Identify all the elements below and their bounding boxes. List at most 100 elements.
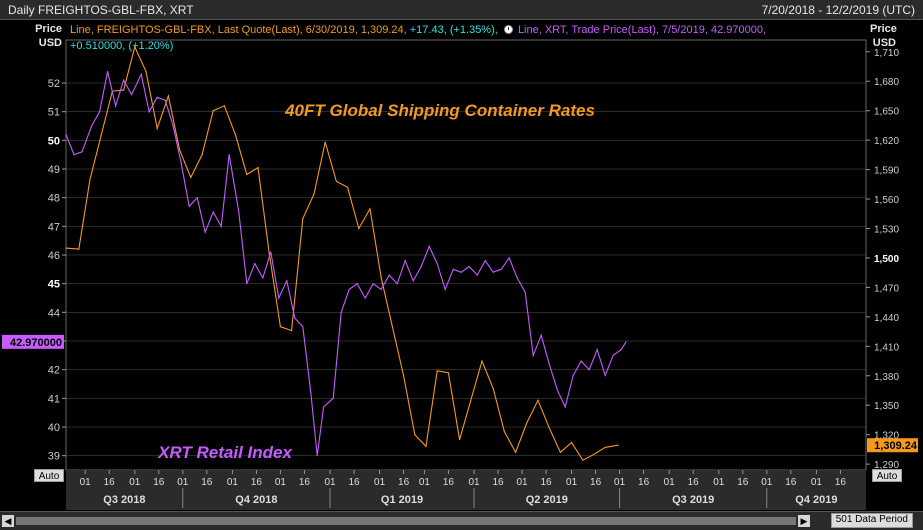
left-axis-head: Price USD [6, 22, 62, 50]
y-left-tick-label: 49 [48, 164, 60, 176]
data-point-xrt [172, 125, 174, 127]
y-left-tick-label: 39 [48, 451, 60, 463]
data-point-xrt [588, 369, 590, 371]
data-point-freightos-gbl-fbx [235, 134, 237, 136]
legend-xrt-text: Line, XRT, Trade Price(Last), 7/5/2019, … [517, 24, 767, 36]
data-point-xrt [302, 326, 304, 328]
data-point-xrt [492, 271, 494, 273]
data-point-freightos-gbl-fbx [100, 134, 102, 136]
data-point-xrt [316, 455, 318, 457]
x-tick-label: 01 [275, 477, 287, 488]
data-point-freightos-gbl-fbx [459, 438, 461, 441]
data-point-xrt [548, 363, 550, 365]
data-point-xrt [332, 397, 334, 399]
data-point-freightos-gbl-fbx [414, 434, 416, 436]
data-point-freightos-gbl-fbx [134, 46, 136, 48]
x-quarter-label: Q2 2019 [526, 494, 568, 506]
data-point-xrt [625, 341, 627, 343]
data-point-xrt [148, 111, 150, 113]
y-right-tick-label: 1,560 [874, 195, 899, 206]
scroll-left-icon[interactable]: ◀ [2, 515, 14, 527]
annotation-shipping: 40FT Global Shipping Container Rates [284, 101, 595, 120]
data-point-xrt [396, 283, 398, 285]
data-point-freightos-gbl-fbx [515, 451, 517, 453]
y-left-tick-label: 44 [48, 307, 60, 319]
data-point-xrt [310, 392, 312, 394]
x-tick-label: 16 [201, 477, 213, 488]
data-point-freightos-gbl-fbx [358, 227, 360, 230]
data-point-xrt [540, 334, 542, 336]
x-tick-label: 01 [177, 477, 189, 488]
left-auto-scale-button[interactable]: Auto [34, 469, 64, 482]
right-auto-scale-button[interactable]: Auto [872, 469, 902, 482]
y-left-tick-label: 51 [48, 107, 60, 119]
data-point-xrt [580, 360, 582, 362]
data-point-xrt [596, 349, 598, 351]
data-point-xrt [228, 154, 230, 156]
left-axis-price-label: Price [35, 23, 62, 35]
data-point-xrt [196, 197, 198, 199]
data-point-xrt [532, 354, 534, 356]
data-point-xrt [436, 263, 438, 265]
data-point-xrt [356, 283, 358, 285]
chart-title: Daily FREIGHTOS-GBL-FBX, XRT [8, 3, 194, 17]
y-left-tick-label: 45 [48, 279, 60, 291]
data-point-freightos-gbl-fbx [369, 208, 371, 210]
data-point-xrt [262, 277, 264, 279]
data-point-xrt [91, 125, 93, 127]
x-tick-label: 16 [398, 477, 410, 488]
data-point-freightos-gbl-fbx [268, 252, 270, 254]
y-right-tick-label: 1,680 [874, 77, 899, 88]
last-value-badge-xrt [2, 334, 64, 349]
data-point-xrt [180, 162, 182, 164]
data-point-freightos-gbl-fbx [156, 127, 158, 129]
y-right-tick-label: 1,500 [874, 254, 899, 265]
data-point-xrt [81, 151, 83, 153]
x-tick-label: 01 [713, 477, 725, 488]
data-point-freightos-gbl-fbx [481, 360, 483, 362]
x-tick-label: 01 [516, 477, 528, 488]
data-point-xrt [620, 349, 622, 351]
scroll-right-icon[interactable]: ▶ [798, 515, 810, 527]
y-right-tick-label: 1,710 [874, 48, 899, 59]
x-quarter-label: Q4 2019 [795, 494, 837, 506]
data-point-freightos-gbl-fbx [436, 370, 438, 372]
data-period-button[interactable]: 501 Data Period [830, 513, 913, 528]
data-point-xrt [412, 280, 414, 282]
scroll-track[interactable] [16, 517, 796, 525]
data-point-xrt [524, 291, 526, 293]
y-right-tick-label: 1,290 [874, 460, 899, 471]
x-tick-label: 01 [227, 477, 239, 488]
x-quarter-label: Q1 2019 [381, 494, 423, 506]
data-point-xrt [612, 354, 614, 356]
last-value-label-xrt: 42.970000 [10, 337, 62, 349]
y-left-tick-label: 50 [48, 135, 60, 147]
x-tick-label: 01 [374, 477, 386, 488]
data-point-xrt [286, 280, 288, 282]
y-right-tick-label: 1,380 [874, 372, 899, 383]
data-point-xrt [188, 205, 190, 207]
data-point-xrt [220, 225, 222, 227]
data-point-freightos-gbl-fbx [571, 441, 573, 444]
data-point-xrt [340, 311, 342, 313]
data-point-xrt [107, 70, 109, 73]
data-point-freightos-gbl-fbx [503, 431, 505, 433]
y-right-tick-label: 1,650 [874, 107, 899, 118]
data-point-xrt [123, 79, 125, 81]
data-point-xrt [404, 260, 406, 262]
scrollbar[interactable]: ◀ ▶ 501 Data Period [0, 511, 923, 530]
data-point-freightos-gbl-fbx [492, 387, 494, 390]
x-tick-label: 16 [540, 477, 552, 488]
x-tick-label: 16 [251, 477, 263, 488]
x-tick-label: 01 [761, 477, 773, 488]
data-point-freightos-gbl-fbx [537, 399, 539, 401]
data-point-xrt [372, 283, 374, 285]
data-point-freightos-gbl-fbx [582, 459, 584, 461]
data-point-xrt [323, 406, 325, 408]
legend-xrt-change: +0.510000, (+1.20%) [70, 40, 174, 52]
data-point-freightos-gbl-fbx [593, 453, 595, 455]
x-tick-label: 01 [324, 477, 336, 488]
x-tick-label: 16 [443, 477, 455, 488]
data-point-freightos-gbl-fbx [246, 173, 248, 176]
